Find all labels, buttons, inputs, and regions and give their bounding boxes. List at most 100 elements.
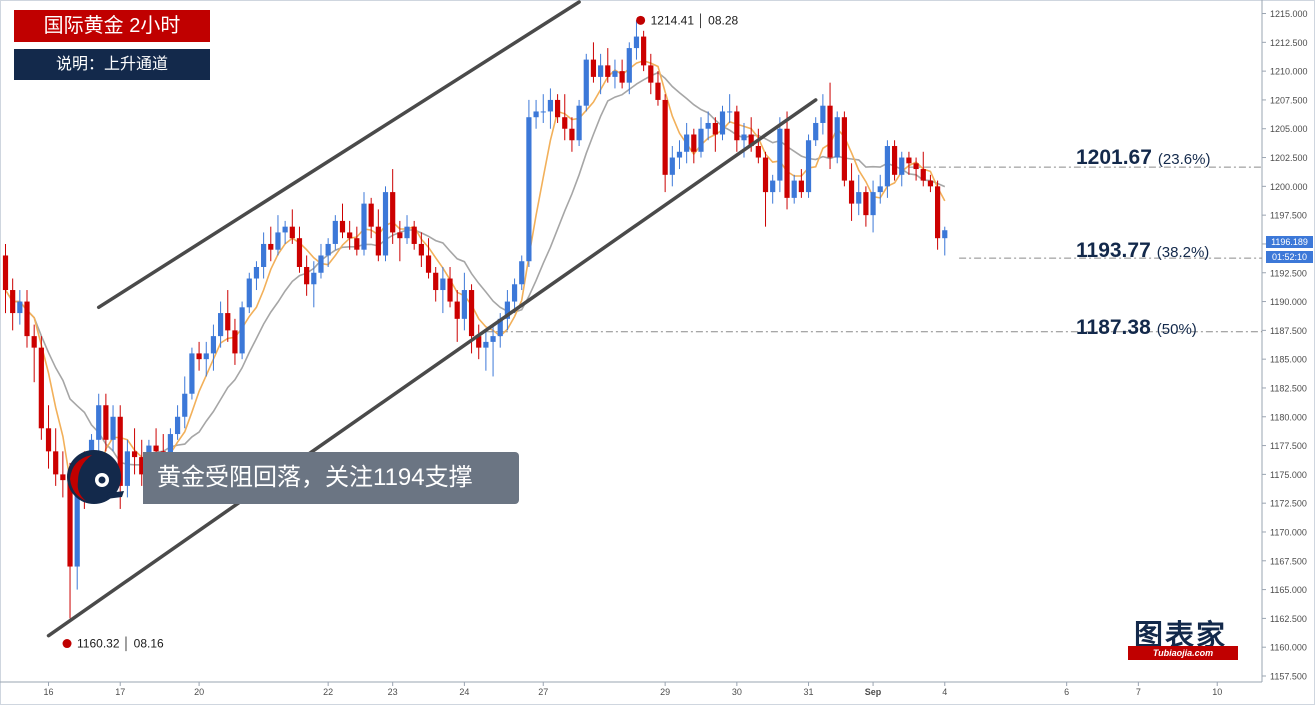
candle-body	[863, 192, 869, 216]
candle-body	[110, 416, 116, 440]
candle-body	[841, 117, 847, 181]
candle-body	[533, 111, 539, 118]
candle-body	[117, 416, 123, 486]
candle-body	[899, 157, 905, 175]
candle-body	[490, 336, 496, 342]
candle-body	[31, 336, 37, 348]
candle-body	[246, 278, 252, 308]
candle-body	[325, 243, 331, 256]
candle-body	[511, 284, 518, 302]
fib-pct: (50%)	[1156, 321, 1197, 338]
candle-body	[884, 146, 891, 187]
candle-body	[547, 99, 554, 112]
candle-body	[318, 255, 324, 273]
candle-body	[361, 203, 367, 250]
x-tick-label: 10	[1212, 687, 1222, 697]
candle-body	[554, 99, 561, 118]
candle-body	[347, 232, 353, 239]
candle-body	[10, 290, 16, 314]
candle-body	[805, 140, 812, 193]
countdown-tag: 01:52:10	[1266, 251, 1313, 263]
y-tick-label: 1177.500	[1270, 441, 1307, 451]
x-tick-label: 29	[660, 687, 670, 697]
brand-watermark: 图表家 Tubiaojia.com	[1128, 612, 1244, 662]
x-tick-label: 24	[459, 687, 469, 697]
candle-body	[425, 255, 432, 273]
candle-body	[440, 278, 446, 291]
candle-body	[382, 192, 389, 256]
candle-body	[942, 230, 948, 239]
x-tick-label: 31	[804, 687, 814, 697]
y-tick-label: 1160.000	[1270, 643, 1307, 653]
candle-body	[712, 122, 718, 135]
upper-channel-line	[96, 0, 581, 310]
fib-level-label: 1193.77 (38.2%)	[1076, 239, 1209, 263]
candle-body	[662, 99, 668, 175]
chart-subtitle: 说明：上升通道	[14, 49, 210, 80]
candle-body	[920, 169, 926, 181]
y-tick-label: 1157.500	[1270, 672, 1307, 682]
candle-body	[605, 65, 611, 77]
candle-body	[311, 272, 317, 285]
candle-body	[67, 480, 73, 567]
candle-body	[791, 180, 797, 198]
x-tick-label: 6	[1064, 687, 1069, 697]
slow-moving-average-line	[4, 71, 946, 466]
candle-body	[232, 330, 238, 354]
y-tick-label: 1187.500	[1270, 326, 1307, 336]
candle-body	[368, 203, 374, 227]
candle-body	[418, 243, 424, 256]
candle-body	[476, 336, 482, 348]
x-tick-label: 20	[194, 687, 204, 697]
y-tick-label: 1190.000	[1270, 297, 1307, 307]
candle-body	[770, 180, 776, 193]
candle-body	[626, 48, 632, 83]
candle-body	[60, 474, 66, 481]
candle-body	[762, 157, 769, 193]
candle-body	[590, 59, 597, 77]
candle-body	[296, 238, 303, 267]
candle-body	[583, 59, 589, 106]
candle-body	[174, 416, 181, 435]
candle-body	[339, 220, 346, 233]
x-tick-label: 23	[388, 687, 398, 697]
candle-body	[669, 157, 675, 175]
chart-title: 国际黄金 2小时	[14, 10, 210, 42]
candle-body	[2, 255, 9, 291]
candle-body	[261, 243, 267, 267]
x-tick-label: 22	[323, 687, 333, 697]
y-tick-label: 1162.500	[1270, 614, 1307, 624]
last-price-tag: 1196.189	[1266, 236, 1313, 248]
candle-body	[891, 146, 898, 175]
candle-body	[53, 451, 59, 475]
y-tick-label: 1192.500	[1270, 268, 1307, 278]
candle-body	[633, 36, 640, 49]
candle-body	[569, 128, 575, 141]
candle-body	[225, 313, 231, 331]
candle-body	[820, 105, 826, 123]
candle-body	[497, 318, 503, 337]
y-tick-label: 1165.000	[1270, 585, 1307, 595]
candle-body	[96, 405, 102, 440]
candle-body	[719, 111, 726, 135]
candle-body	[698, 128, 704, 152]
candle-body	[390, 192, 396, 233]
candle-body	[189, 353, 195, 394]
candle-body	[641, 36, 647, 66]
candle-body	[182, 393, 188, 417]
y-tick-label: 1200.000	[1270, 182, 1308, 192]
y-tick-label: 1207.500	[1270, 95, 1308, 105]
candle-body	[332, 220, 338, 244]
y-tick-label: 1185.000	[1270, 355, 1307, 365]
fib-pct: (38.2%)	[1156, 244, 1210, 261]
candle-body	[210, 336, 217, 354]
y-tick-label: 1197.500	[1270, 211, 1307, 221]
candle-body	[655, 82, 661, 100]
y-tick-label: 1182.500	[1270, 383, 1307, 393]
fib-price: 1193.77	[1076, 239, 1151, 262]
candle-body	[239, 307, 245, 354]
candle-body	[540, 111, 546, 113]
candle-body	[519, 261, 525, 285]
